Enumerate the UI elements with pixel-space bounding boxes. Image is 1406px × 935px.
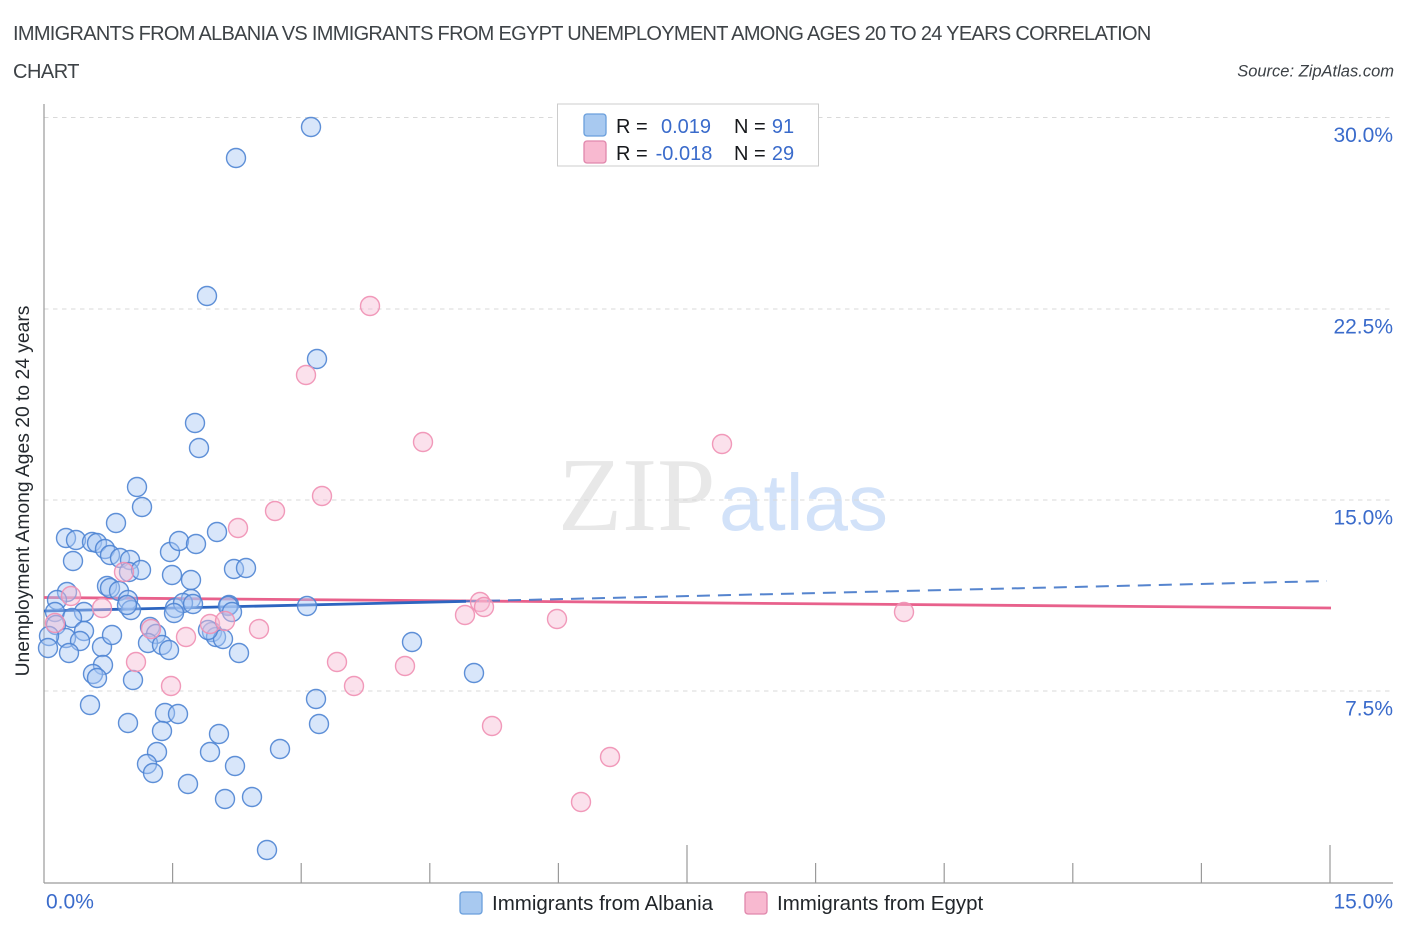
svg-text:0.0%: 0.0% <box>46 891 94 914</box>
svg-text:Immigrants from Albania: Immigrants from Albania <box>492 892 714 915</box>
svg-text:15.0%: 15.0% <box>1333 891 1393 914</box>
svg-text:7.5%: 7.5% <box>1345 698 1393 721</box>
svg-text:0.019: 0.019 <box>661 116 711 138</box>
svg-text:R =: R = <box>616 116 648 138</box>
svg-text:30.0%: 30.0% <box>1333 124 1393 147</box>
svg-text:22.5%: 22.5% <box>1333 316 1393 339</box>
svg-text:Immigrants from Egypt: Immigrants from Egypt <box>777 892 983 915</box>
svg-text:ZIP: ZIP <box>558 436 716 553</box>
svg-text:Source: ZipAtlas.com: Source: ZipAtlas.com <box>1237 63 1394 81</box>
svg-text:Unemployment Among Ages 20 to: Unemployment Among Ages 20 to 24 years <box>13 306 34 677</box>
svg-text:29: 29 <box>772 143 794 165</box>
svg-text:91: 91 <box>772 116 794 138</box>
svg-text:atlas: atlas <box>719 458 888 547</box>
svg-text:CHART: CHART <box>13 61 79 83</box>
svg-text:N =: N = <box>734 143 766 165</box>
svg-text:-0.018: -0.018 <box>656 143 713 165</box>
svg-text:R =: R = <box>616 143 648 165</box>
svg-text:IMMIGRANTS FROM ALBANIA VS IMM: IMMIGRANTS FROM ALBANIA VS IMMIGRANTS FR… <box>13 23 1151 45</box>
svg-text:15.0%: 15.0% <box>1333 507 1393 530</box>
svg-text:N =: N = <box>734 116 766 138</box>
